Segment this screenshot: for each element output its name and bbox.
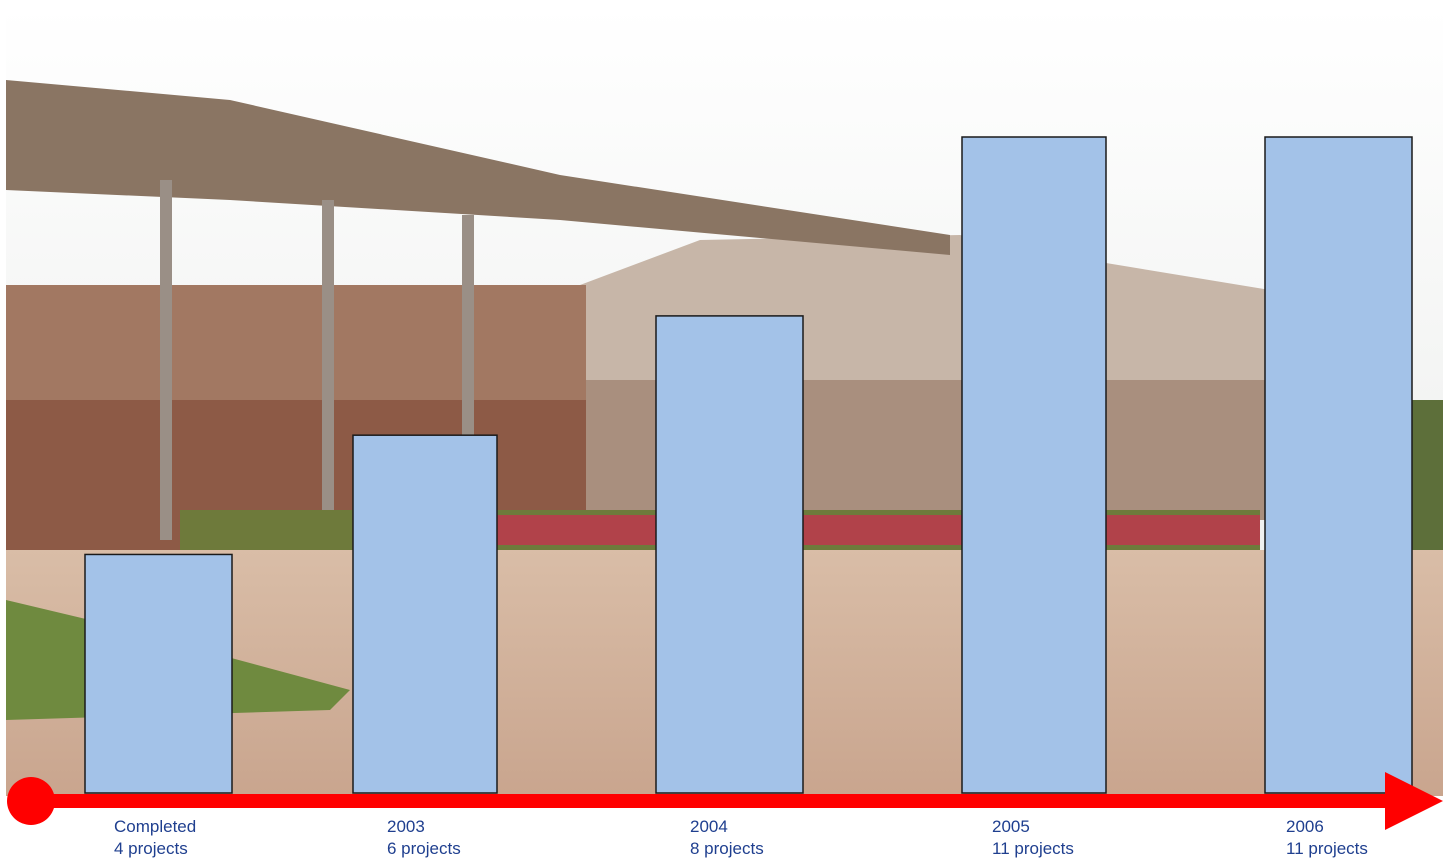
flower-bed-red <box>480 515 1260 545</box>
timeline-arrow <box>7 772 1443 830</box>
category-label: 2006 <box>1286 817 1324 836</box>
bar-2005 <box>961 136 1107 794</box>
category-label: Completed <box>114 817 197 836</box>
category-value-label: 11 projects <box>992 839 1074 858</box>
category-value-label: 8 projects <box>690 839 764 858</box>
roof-columns <box>160 180 474 540</box>
category-label-block: 2004 8 projects <box>690 816 764 860</box>
bar-2004 <box>655 315 804 794</box>
category-label: 2003 <box>387 817 425 836</box>
category-value-label: 4 projects <box>114 839 188 858</box>
bar-2003 <box>352 434 498 794</box>
category-label-block: 2003 6 projects <box>387 816 461 860</box>
category-label: 2005 <box>992 817 1030 836</box>
timeline-start-dot <box>7 777 55 825</box>
category-label-block: 2006 11 projects <box>1286 816 1368 860</box>
trees-right <box>1410 400 1443 550</box>
category-value-label: 6 projects <box>387 839 461 858</box>
category-label-block: Completed 4 projects <box>114 816 196 860</box>
bar-completed <box>84 553 233 794</box>
roof-canopy <box>6 80 950 255</box>
category-label: 2004 <box>690 817 728 836</box>
category-label-block: 2005 11 projects <box>992 816 1074 860</box>
timeline-line <box>30 794 1390 808</box>
category-value-label: 11 projects <box>1286 839 1368 858</box>
timeline-arrowhead <box>1385 772 1443 830</box>
bars-group <box>84 136 1413 794</box>
bar-2006 <box>1264 136 1413 794</box>
